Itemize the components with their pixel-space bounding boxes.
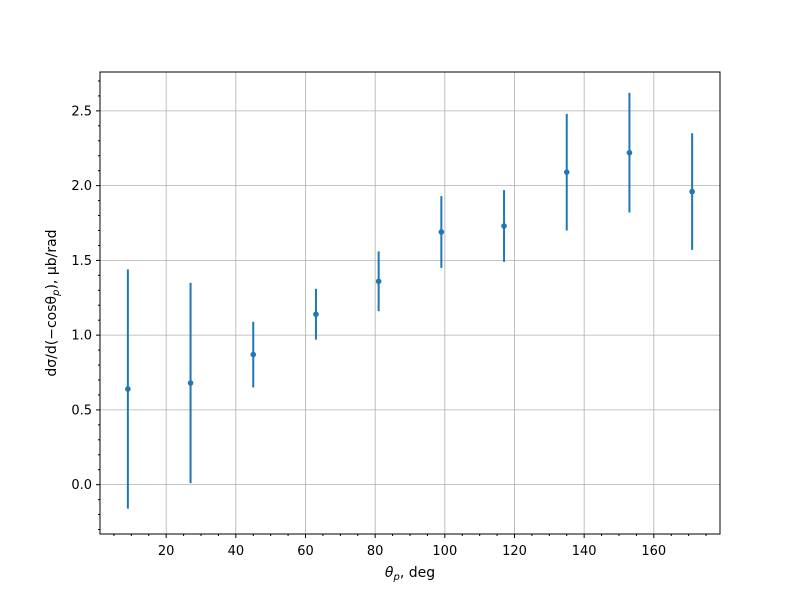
- data-point: [187, 380, 194, 386]
- data-point: [563, 169, 570, 175]
- y-tick-label: 2.0: [71, 179, 92, 194]
- data-series: [125, 92, 695, 509]
- y-axis-label: dσ/d(−cosθp), μb/rad: [44, 229, 62, 376]
- x-tick-label: 40: [228, 544, 245, 559]
- y-tick-label: 2.5: [71, 104, 92, 119]
- y-tick-label: 0.5: [71, 403, 92, 418]
- x-axis-label: θp, deg: [385, 565, 435, 583]
- x-tick-label: 20: [158, 544, 175, 559]
- data-point: [125, 386, 131, 392]
- y-tick-label: 1.5: [71, 254, 92, 269]
- x-tick-label: 140: [572, 544, 597, 559]
- y-tick-label: 1.0: [71, 329, 92, 344]
- data-point: [689, 188, 695, 195]
- major-ticks: [96, 110, 655, 538]
- x-tick-label: 60: [297, 544, 314, 559]
- data-point: [626, 149, 633, 156]
- y-tick-label: 0.0: [71, 478, 92, 493]
- data-point: [250, 351, 257, 358]
- data-point: [375, 278, 382, 285]
- x-tick-label: 100: [432, 544, 457, 559]
- data-point: [501, 223, 507, 229]
- x-tick-label: 120: [502, 544, 527, 559]
- data-point: [438, 229, 445, 235]
- grid: [100, 72, 720, 534]
- minor-ticks: [98, 80, 707, 536]
- x-tick-label: 80: [367, 544, 384, 559]
- data-point: [313, 311, 319, 318]
- plot-frame: [99, 71, 721, 535]
- tick-labels: 20 40 60 80 100 120 140 160 0.0 0.5 1.0 1.5 2.0 2.5: [71, 104, 666, 559]
- x-tick-label: 160: [641, 544, 666, 559]
